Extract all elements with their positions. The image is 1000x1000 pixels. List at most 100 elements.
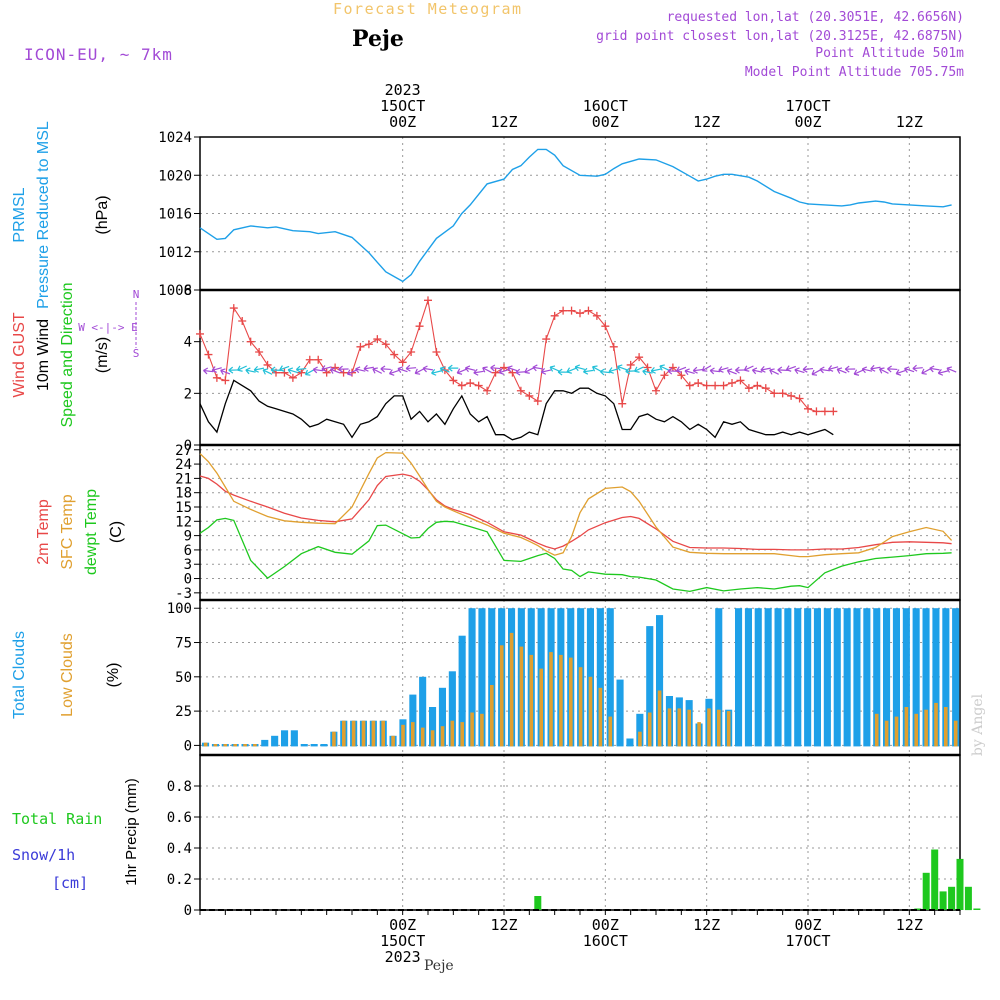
wind-direction-arrow <box>802 365 814 373</box>
wind-direction-arrow <box>304 369 315 376</box>
wind-axis-label-4: (m/s) <box>94 337 111 373</box>
dewpoint-line <box>199 517 952 593</box>
low-cloud-bar <box>480 713 484 747</box>
wind-direction-arrow <box>220 368 231 375</box>
total-cloud-bar <box>883 608 891 747</box>
total-cloud-bar <box>863 608 871 747</box>
low-cloud-bar <box>420 727 425 747</box>
low-cloud-bar <box>677 708 682 747</box>
wind-direction-arrow-glyph <box>811 369 822 376</box>
total-cloud-bar <box>419 676 427 747</box>
gust-point <box>491 368 500 377</box>
wind-direction-arrow-glyph <box>295 365 307 373</box>
total-cloud-bar <box>754 608 762 747</box>
y-tick-label: 0.2 <box>167 872 192 888</box>
watermark: by Angel <box>970 693 986 756</box>
top-time-label: 12Z <box>896 113 923 131</box>
wind-direction-arrow-glyph <box>853 369 864 376</box>
wind-axis-label-3: Speed and Direction <box>59 283 76 428</box>
gust-point <box>398 358 407 367</box>
total-cloud-bar <box>912 608 920 747</box>
total-cloud-bar <box>438 687 446 747</box>
wind-direction-arrow-glyph <box>270 366 282 374</box>
low-cloud-bar <box>203 742 208 747</box>
total-cloud-bar <box>429 707 437 747</box>
wind-direction-arrow <box>507 365 518 372</box>
total-cloud-bar <box>794 608 802 747</box>
wind-direction-arrow <box>709 367 721 375</box>
total-cloud-bar <box>636 713 644 747</box>
gust-point <box>592 311 601 320</box>
wind-direction-arrow-glyph <box>524 367 535 374</box>
gust-point <box>483 386 492 395</box>
wind-direction-arrow <box>372 367 383 374</box>
cloud-axis-label-2: Low Clouds <box>59 633 76 717</box>
low-cloud-bar <box>401 724 405 747</box>
low-cloud-bar <box>707 708 711 747</box>
wind-direction-arrow <box>642 368 653 376</box>
gust-point <box>584 306 593 315</box>
wind-direction-arrow-glyph <box>777 366 788 374</box>
wind-direction-arrow-glyph <box>321 365 332 372</box>
wind-direction-arrow <box>203 367 214 375</box>
wind-direction-arrow <box>844 365 856 373</box>
low-cloud-bar <box>539 668 543 747</box>
low-cloud-bar <box>934 702 938 747</box>
low-cloud-bar <box>499 645 504 747</box>
wind-direction-arrow-glyph <box>701 365 712 372</box>
low-cloud-bar <box>351 720 356 747</box>
wind-direction-arrow <box>329 367 340 374</box>
wind-direction-arrow <box>414 368 425 375</box>
wind-direction-arrow <box>827 365 839 372</box>
wind-direction-arrow-glyph <box>684 368 695 376</box>
pressure-axis-label-1: PRMSL <box>11 187 28 242</box>
pressure-axis-label-2: Pressure Reduced to MSL <box>35 121 52 309</box>
wind-direction-arrow <box>405 364 417 372</box>
gust-point <box>373 335 382 344</box>
total-cloud-bar <box>281 730 289 747</box>
y-tick-label: 15 <box>175 500 192 516</box>
y-tick-label: 27 <box>175 443 192 459</box>
wind-direction-arrow <box>532 364 543 372</box>
point-altitude: Point Altitude 501m <box>815 46 964 61</box>
panel-1: 1008 1012 1016 1020 1024 <box>158 130 961 299</box>
wind-direction-arrow-glyph <box>220 368 231 375</box>
wind-direction-arrow <box>887 365 898 373</box>
wind-direction-arrow <box>692 366 704 374</box>
wind-direction-arrow <box>574 364 585 372</box>
low-cloud-bar <box>450 720 455 747</box>
gust-point <box>500 363 508 372</box>
y-tick-label: 18 <box>175 486 192 502</box>
gust-point <box>542 335 551 344</box>
wind-direction-arrow-glyph <box>912 364 923 372</box>
wind-direction-arrow <box>794 367 805 375</box>
gust-point <box>635 353 644 362</box>
total-cloud-bar <box>626 738 634 747</box>
gust-point <box>449 376 458 385</box>
gust-point <box>390 350 399 359</box>
gust-point <box>609 342 618 351</box>
total-cloud-bar <box>271 735 279 747</box>
precip-snow-label: Snow/1h <box>12 846 75 864</box>
wind-direction-arrow-glyph <box>861 366 873 374</box>
wind-direction-arrow <box>870 364 881 372</box>
wind-direction-arrow-glyph <box>490 364 501 372</box>
y-tick-label: 0 <box>184 903 192 919</box>
grid-point-location: grid point closest lon,lat (20.3125E, 42… <box>596 29 964 44</box>
precip-bar <box>948 886 956 911</box>
wind-direction-arrow <box>253 365 265 373</box>
wind-direction-arrow <box>701 365 712 372</box>
low-cloud-bar <box>549 652 553 747</box>
wind-direction-arrow <box>785 365 797 372</box>
wind-direction-arrow <box>684 368 695 376</box>
precip-bar <box>939 891 947 910</box>
wind-direction-arrow-glyph <box>540 368 552 375</box>
low-cloud-bar <box>894 716 899 747</box>
total-cloud-bar <box>853 608 861 747</box>
top-time-label: 12Z <box>490 113 517 131</box>
total-cloud-bar <box>735 608 743 747</box>
low-cloud-bar <box>569 657 573 747</box>
station-name: Peje <box>352 26 404 52</box>
gust-point <box>238 317 247 325</box>
gust-point <box>508 368 517 377</box>
